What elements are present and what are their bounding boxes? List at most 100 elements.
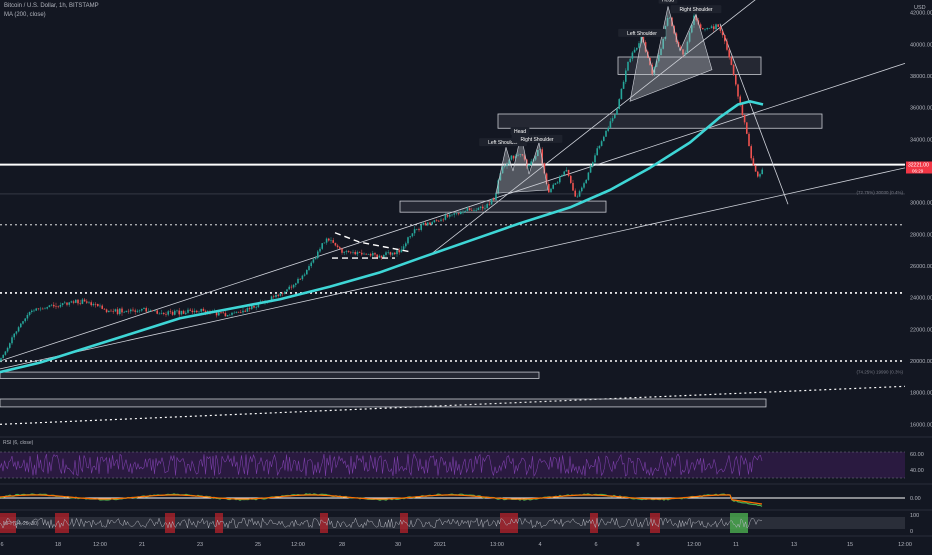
pennant-dashed-line[interactable]	[334, 232, 411, 253]
macd-fast-line[interactable]	[0, 493, 763, 507]
currency-label: USD	[914, 5, 926, 11]
candle-body	[695, 15, 697, 21]
time-axis-tick-label: 13:00	[490, 542, 504, 548]
candle-body	[15, 331, 18, 334]
candle-body	[506, 163, 508, 167]
candle-body	[688, 32, 691, 42]
candle-body	[402, 246, 405, 250]
candle-body	[471, 210, 473, 211]
zone-rectangle[interactable]	[497, 113, 823, 129]
candle-body	[442, 219, 444, 221]
candle-body	[242, 310, 244, 313]
candle-body	[682, 49, 684, 55]
ma200-line[interactable]	[0, 100, 764, 374]
rsi-line[interactable]	[0, 453, 763, 477]
candle-body	[147, 311, 150, 312]
price-axis-tick-label: 34000.00	[910, 137, 932, 143]
candle-body	[270, 296, 273, 302]
candle-body	[136, 310, 139, 312]
candle-body	[537, 150, 539, 157]
trend-line[interactable]	[719, 23, 789, 205]
candle-body	[182, 310, 185, 314]
candle-body	[149, 310, 152, 312]
candle-body	[372, 253, 374, 256]
trend-line[interactable]	[0, 62, 906, 362]
candle-body	[660, 48, 662, 56]
price-countdown: 06:29	[912, 169, 924, 174]
ma-indicator-label: MA (200, close)	[4, 12, 46, 18]
candle-body	[92, 303, 95, 306]
pattern-label-bg	[510, 127, 530, 135]
candle-body	[325, 238, 328, 243]
mfi-overbought-bar	[590, 513, 598, 533]
trend-line[interactable]	[0, 167, 906, 370]
zone-rectangle[interactable]	[0, 371, 540, 379]
candle-body	[229, 314, 231, 316]
candle-body	[383, 254, 385, 258]
mfi-oversold-bar	[730, 513, 748, 533]
candle-body	[548, 184, 550, 193]
time-axis-tick-label: 13	[791, 542, 797, 548]
candle-body	[581, 187, 583, 192]
candle-body	[53, 304, 55, 307]
candle-body	[141, 308, 143, 311]
time-axis-tick-label: 2021	[434, 542, 446, 548]
candle-body	[398, 250, 400, 253]
time-axis-tick-label: 30	[395, 542, 401, 548]
candle-body	[253, 305, 255, 308]
candle-body	[367, 253, 370, 255]
candle-body	[158, 313, 161, 315]
candle-body	[519, 154, 521, 155]
candle-body	[704, 29, 706, 30]
macd-slow-line[interactable]	[0, 494, 763, 505]
zone-rectangle[interactable]	[399, 200, 607, 213]
price-axis-tick-label: 18000.00	[910, 391, 932, 397]
rising-support-line[interactable]	[0, 385, 906, 425]
hs-pattern-shape[interactable]	[495, 134, 549, 194]
candle-body	[693, 15, 695, 25]
candle-body	[627, 61, 629, 71]
candle-body	[152, 310, 154, 312]
price-axis-tick-label: 22000.00	[910, 327, 932, 333]
candle-body	[636, 47, 638, 50]
candle-body	[715, 24, 717, 30]
candle-body	[570, 175, 572, 183]
candle-body	[708, 28, 711, 29]
pattern-label-bg	[511, 134, 563, 143]
zone-rectangle[interactable]	[0, 398, 767, 408]
candle-body	[112, 311, 114, 312]
mfi-line[interactable]	[0, 517, 763, 529]
candle-body	[493, 198, 495, 201]
candle-body	[55, 306, 57, 307]
candle-body	[334, 242, 337, 246]
candle-body	[275, 294, 277, 298]
candle-body	[752, 158, 755, 166]
candle-body	[598, 145, 601, 149]
candle-body	[563, 171, 565, 175]
candle-body	[587, 172, 590, 180]
candle-body	[132, 309, 134, 311]
candle-body	[666, 18, 669, 26]
candle-body	[193, 310, 196, 313]
price-axis-tick-label: 36000.00	[910, 106, 932, 112]
candle-body	[629, 58, 631, 62]
mfi-band	[0, 517, 905, 529]
candle-body	[189, 309, 191, 311]
candle-body	[726, 41, 728, 50]
candle-body	[123, 312, 125, 313]
time-axis-tick-label: 23	[197, 542, 203, 548]
candle-body	[484, 208, 486, 209]
candle-body	[592, 162, 594, 166]
candle-body	[508, 159, 510, 164]
candle-body	[83, 299, 86, 302]
candle-body	[165, 313, 167, 315]
candle-body	[336, 245, 339, 248]
candle-body	[394, 252, 396, 255]
hs-pattern-shape[interactable]	[629, 6, 713, 102]
trend-line[interactable]	[429, 0, 757, 256]
candle-body	[431, 222, 433, 225]
candle-body	[607, 127, 609, 131]
mfi-overbought-bar	[320, 513, 328, 533]
